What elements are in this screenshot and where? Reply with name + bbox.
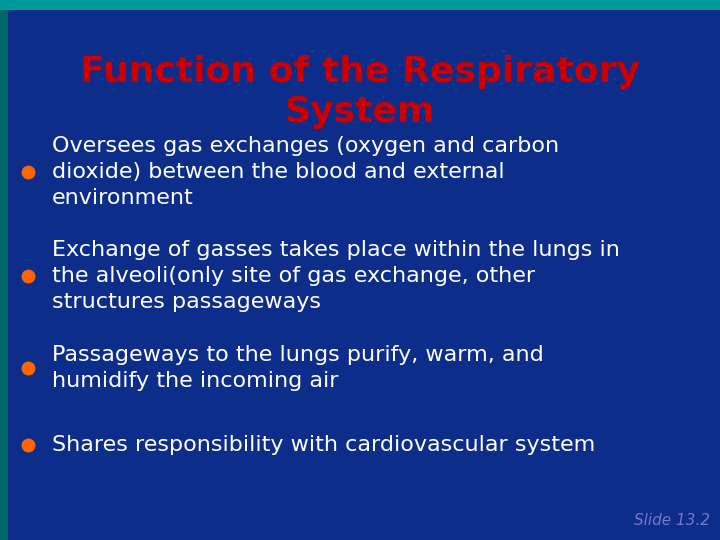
Bar: [0, 10, 8, 540]
Text: System: System: [284, 95, 436, 129]
Bar: [0, 0, 720, 10]
Text: Shares responsibility with cardiovascular system: Shares responsibility with cardiovascula…: [52, 435, 595, 455]
Text: Passageways to the lungs purify, warm, and
humidify the incoming air: Passageways to the lungs purify, warm, a…: [52, 345, 544, 391]
Text: Slide 13.2: Slide 13.2: [634, 513, 710, 528]
Text: Exchange of gasses takes place within the lungs in
the alveoli(only site of gas : Exchange of gasses takes place within th…: [52, 240, 620, 312]
Text: Function of the Respiratory: Function of the Respiratory: [80, 55, 640, 89]
Text: Oversees gas exchanges (oxygen and carbon
dioxide) between the blood and externa: Oversees gas exchanges (oxygen and carbo…: [52, 137, 559, 207]
